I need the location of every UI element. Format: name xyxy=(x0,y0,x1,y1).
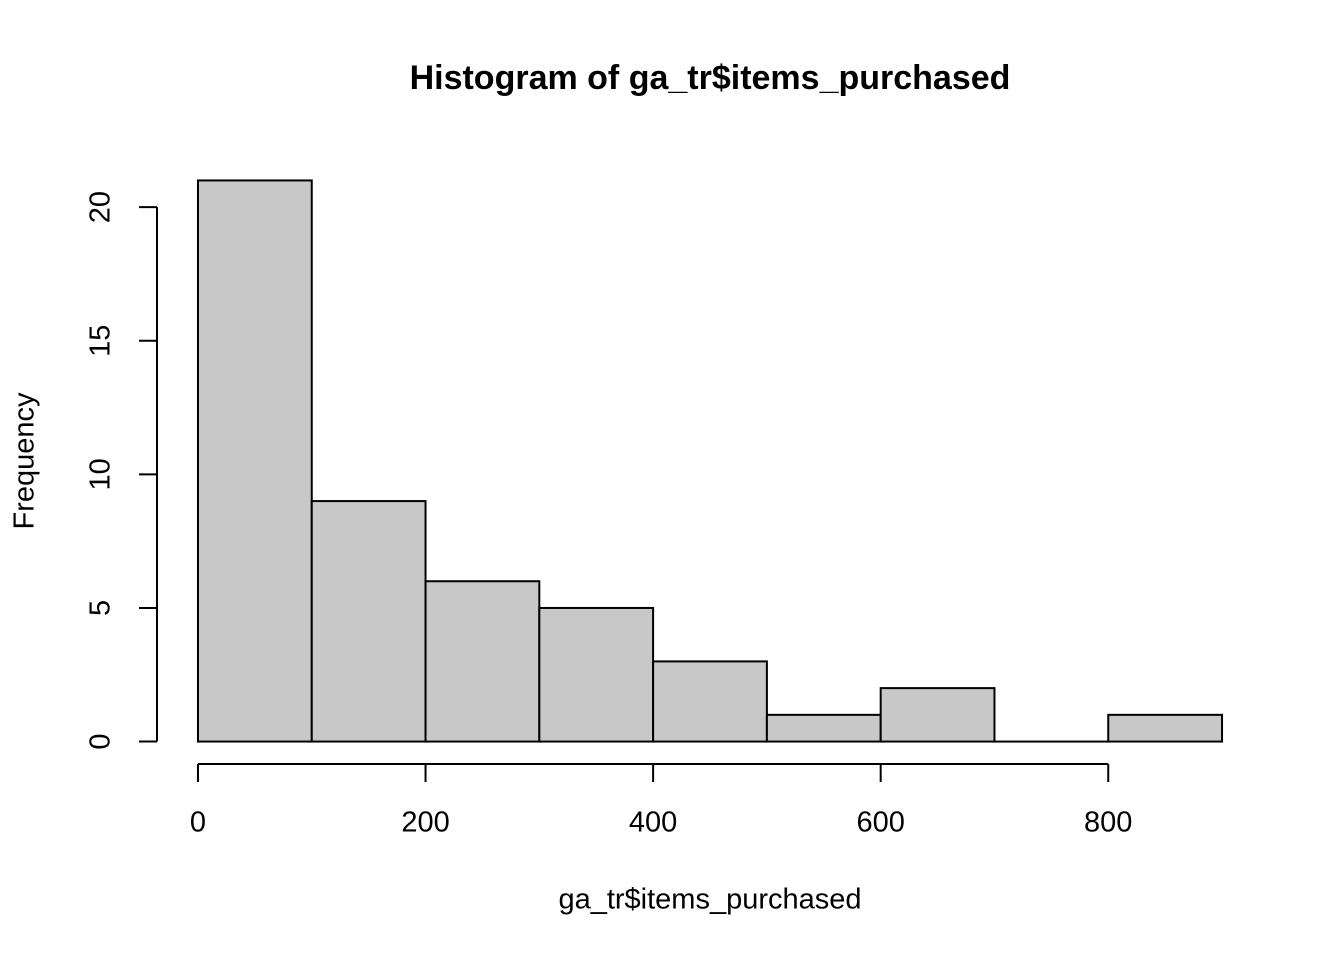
bar xyxy=(879,687,996,743)
x-tick-label: 0 xyxy=(190,807,206,839)
x-tick-label: 800 xyxy=(1084,807,1132,839)
bar xyxy=(310,500,427,743)
x-tick-label: 600 xyxy=(856,807,904,839)
y-tick-label: 20 xyxy=(85,191,117,223)
bar xyxy=(538,606,655,743)
bar xyxy=(652,660,768,743)
x-tick-label: 400 xyxy=(629,807,677,839)
bar xyxy=(196,179,313,743)
y-axis-label: Frequency xyxy=(9,392,41,530)
y-tick-label: 0 xyxy=(85,733,117,749)
y-tick-label: 5 xyxy=(85,600,117,616)
x-axis-label: ga_tr$items_purchased xyxy=(558,884,861,916)
y-tick-label: 15 xyxy=(85,325,117,357)
x-tick-label: 200 xyxy=(401,807,449,839)
chart-title: Histogram of ga_tr$items_purchased xyxy=(410,59,1011,97)
bar xyxy=(1107,713,1224,743)
bar xyxy=(424,580,541,743)
y-tick-label: 10 xyxy=(85,458,117,490)
bar xyxy=(765,713,882,743)
